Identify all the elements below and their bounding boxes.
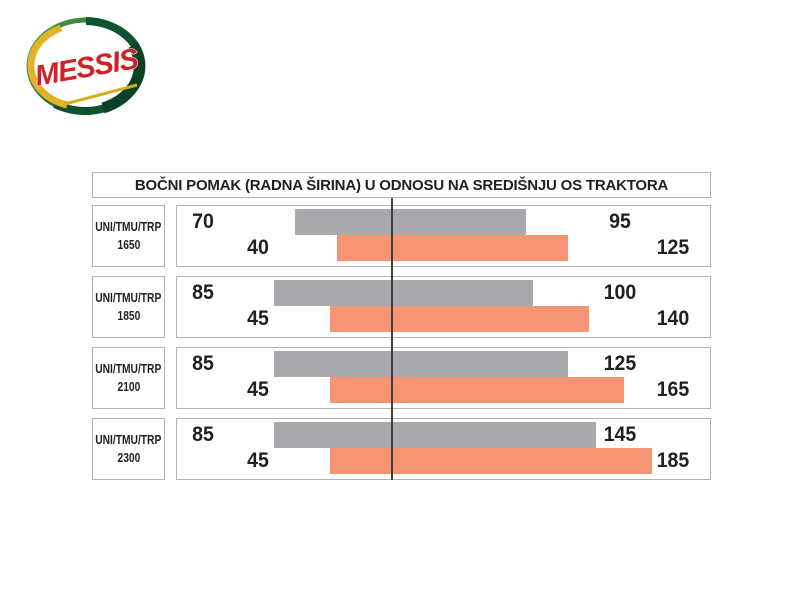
model-number-label: 2100 — [117, 379, 140, 394]
orange-bar — [330, 377, 624, 403]
bar-panel: 85 145 45 185 — [176, 418, 711, 480]
messis-logo: MESSIS — [26, 17, 146, 115]
orange-right-value: 125 — [656, 236, 690, 259]
model-number-label: 1850 — [117, 308, 140, 323]
logo-ellipse — [26, 17, 146, 115]
orange-bar — [337, 235, 568, 261]
chart-title: BOČNI POMAK (RADNA ŠIRINA) U ODNOSU NA S… — [92, 172, 711, 198]
gray-bar — [295, 209, 526, 235]
orange-left-value: 45 — [247, 378, 269, 401]
chart-row-1850: UNI/TMU/TRP 1850 85 100 45 140 — [92, 276, 711, 338]
orange-right-value: 185 — [656, 449, 690, 472]
gray-right-value: 145 — [603, 423, 637, 446]
model-series-label: UNI/TMU/TRP — [95, 291, 162, 305]
orange-bar — [330, 306, 589, 332]
orange-bar — [330, 448, 652, 474]
gray-left-value: 85 — [192, 281, 214, 304]
orange-left-value: 45 — [247, 307, 269, 330]
logo-yellow-swoosh — [27, 24, 68, 109]
bar-panel: 70 95 40 125 — [176, 205, 711, 267]
bar-panel: 85 100 45 140 — [176, 276, 711, 338]
gray-right-value: 95 — [609, 210, 631, 233]
logo-yellow-underline — [64, 83, 138, 106]
model-label: UNI/TMU/TRP 2300 — [92, 418, 165, 480]
gray-left-value: 85 — [192, 352, 214, 375]
chart-row-2300: UNI/TMU/TRP 2300 85 145 45 185 — [92, 418, 711, 480]
orange-left-value: 40 — [247, 236, 269, 259]
model-number-label: 2300 — [117, 450, 140, 465]
gray-right-value: 100 — [603, 281, 637, 304]
model-label: UNI/TMU/TRP 2100 — [92, 347, 165, 409]
model-series-label: UNI/TMU/TRP — [95, 433, 162, 447]
gray-left-value: 70 — [192, 210, 214, 233]
chart-row-2100: UNI/TMU/TRP 2100 85 125 45 165 — [92, 347, 711, 409]
model-series-label: UNI/TMU/TRP — [95, 220, 162, 234]
gray-bar — [274, 280, 533, 306]
gray-bar — [274, 422, 596, 448]
gray-bar — [274, 351, 568, 377]
tractor-axis-line — [391, 198, 393, 480]
chart-rows: UNI/TMU/TRP 1650 70 95 40 125 UNI/TMU/TR… — [92, 205, 711, 480]
gray-right-value: 125 — [603, 352, 637, 375]
model-label: UNI/TMU/TRP 1650 — [92, 205, 165, 267]
orange-right-value: 140 — [656, 307, 690, 330]
model-number-label: 1650 — [117, 237, 140, 252]
bar-panel: 85 125 45 165 — [176, 347, 711, 409]
orange-left-value: 45 — [247, 449, 269, 472]
model-series-label: UNI/TMU/TRP — [95, 362, 162, 376]
offset-chart-table: BOČNI POMAK (RADNA ŠIRINA) U ODNOSU NA S… — [92, 172, 711, 480]
orange-right-value: 165 — [656, 378, 690, 401]
chart-row-1650: UNI/TMU/TRP 1650 70 95 40 125 — [92, 205, 711, 267]
gray-left-value: 85 — [192, 423, 214, 446]
model-label: UNI/TMU/TRP 1850 — [92, 276, 165, 338]
